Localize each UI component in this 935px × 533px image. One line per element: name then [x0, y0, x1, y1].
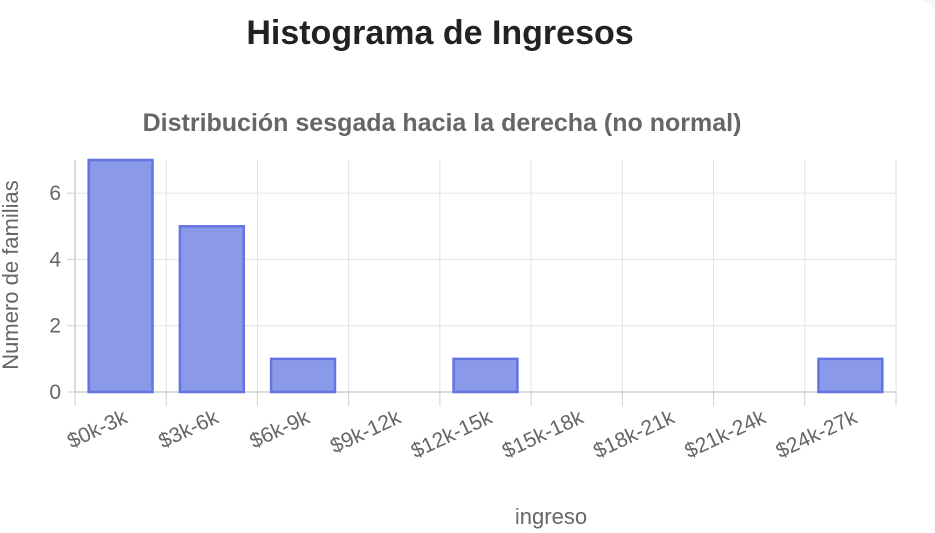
histogram-bar: [452, 357, 519, 394]
histogram-bar: [87, 158, 154, 394]
x-tick-label: $0k-3k: [64, 405, 131, 453]
x-tick-label: $12k-15k: [408, 405, 496, 463]
x-tick-label: $21k-24k: [681, 405, 769, 463]
y-tick-label: 2: [49, 315, 61, 338]
x-tick-label: $18k-21k: [590, 405, 678, 463]
chart-subtitle: Distribución sesgada hacia la derecha (n…: [143, 109, 742, 137]
histogram-bar: [817, 357, 884, 394]
y-axis-label: Numero de familias: [0, 180, 23, 370]
redaction-blur: [356, 494, 506, 530]
y-tick-label: 4: [49, 248, 61, 271]
y-tick-label: 6: [49, 182, 61, 205]
x-tick-label: $9k-12k: [327, 405, 405, 458]
x-tick-label: $15k-18k: [499, 405, 587, 463]
tick-labels: 0 2 4 6 $0k-3k $3k-6k $6k-9k $9k-12k $12k-15k $15…: [49, 182, 861, 463]
page-title: Histograma de Ingresos: [246, 14, 634, 52]
y-tick-label: 0: [49, 381, 61, 404]
histogram-bar: [269, 357, 337, 394]
x-tick-label: $3k-6k: [155, 405, 222, 453]
bars: [87, 158, 884, 394]
histogram-bar: [178, 225, 246, 394]
x-tick-label: $6k-9k: [246, 405, 313, 453]
x-tick-label: $24k-27k: [772, 405, 860, 463]
x-axis-label: ingreso: [515, 504, 587, 529]
